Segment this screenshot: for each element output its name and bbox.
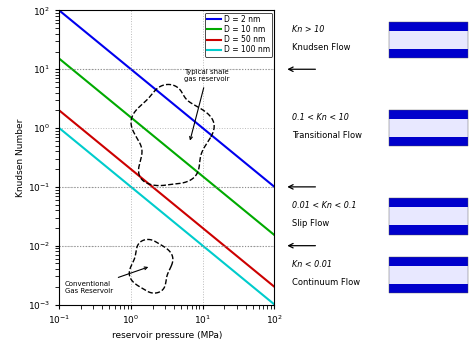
D = 50 nm: [184, 213, 190, 218]
Bar: [389, 137, 468, 146]
Bar: [389, 225, 468, 235]
Bar: [389, 207, 468, 225]
D = 2 nm: [57, 9, 63, 13]
Bar: [389, 257, 468, 293]
D = 2 nm: [184, 113, 190, 118]
D = 100 nm: [184, 230, 190, 235]
D = 50 nm: [272, 285, 277, 289]
Legend: D = 2 nm, D = 10 nm, D = 50 nm, D = 100 nm: D = 2 nm, D = 10 nm, D = 50 nm, D = 100 …: [205, 13, 272, 57]
D = 10 nm: [184, 161, 190, 165]
Line: D = 2 nm: D = 2 nm: [59, 10, 274, 187]
D = 2 nm: [56, 8, 62, 13]
D = 10 nm: [57, 57, 63, 61]
D = 50 nm: [56, 108, 62, 112]
D = 2 nm: [251, 168, 257, 173]
Bar: [389, 198, 468, 235]
Text: Slip Flow: Slip Flow: [292, 219, 329, 228]
Text: Continuum Flow: Continuum Flow: [292, 278, 360, 287]
Line: D = 100 nm: D = 100 nm: [59, 128, 274, 304]
Bar: [389, 22, 468, 31]
D = 50 nm: [188, 216, 194, 221]
Line: D = 50 nm: D = 50 nm: [59, 110, 274, 287]
Y-axis label: Knudsen Number: Knudsen Number: [16, 118, 25, 197]
Text: 0.01 < Kn < 0.1: 0.01 < Kn < 0.1: [292, 201, 356, 211]
Text: Conventional
Gas Reservoir: Conventional Gas Reservoir: [65, 267, 147, 294]
Bar: [389, 266, 468, 284]
D = 100 nm: [238, 275, 244, 279]
D = 100 nm: [251, 286, 257, 290]
D = 100 nm: [272, 302, 277, 307]
D = 100 nm: [188, 234, 194, 238]
Line: D = 10 nm: D = 10 nm: [59, 59, 274, 235]
D = 10 nm: [188, 165, 194, 169]
D = 50 nm: [184, 213, 190, 217]
Bar: [389, 22, 468, 58]
Text: Kn < 0.01: Kn < 0.01: [292, 260, 332, 269]
Text: Kn > 10: Kn > 10: [292, 25, 324, 34]
D = 50 nm: [238, 257, 244, 261]
D = 100 nm: [184, 231, 190, 235]
X-axis label: reservoir pressure (MPa): reservoir pressure (MPa): [112, 332, 222, 340]
D = 2 nm: [188, 116, 194, 120]
D = 10 nm: [272, 233, 277, 237]
D = 100 nm: [57, 127, 63, 131]
D = 2 nm: [238, 157, 244, 161]
D = 10 nm: [238, 205, 244, 209]
Bar: [389, 284, 468, 293]
Bar: [389, 257, 468, 266]
Bar: [389, 49, 468, 58]
Text: Knudsen Flow: Knudsen Flow: [292, 43, 350, 52]
D = 2 nm: [272, 185, 277, 189]
D = 50 nm: [251, 268, 257, 272]
D = 100 nm: [56, 126, 62, 130]
Text: 0.1 < Kn < 10: 0.1 < Kn < 10: [292, 113, 349, 122]
D = 10 nm: [184, 161, 190, 166]
Bar: [389, 110, 468, 146]
Text: Transitional Flow: Transitional Flow: [292, 131, 362, 140]
Bar: [389, 110, 468, 119]
D = 50 nm: [57, 109, 63, 113]
Text: Typical shale
gas reservoir: Typical shale gas reservoir: [184, 69, 229, 140]
D = 10 nm: [251, 216, 257, 221]
Bar: [389, 119, 468, 137]
D = 2 nm: [184, 113, 190, 117]
D = 10 nm: [56, 57, 62, 61]
Bar: [389, 198, 468, 207]
Bar: [389, 31, 468, 49]
